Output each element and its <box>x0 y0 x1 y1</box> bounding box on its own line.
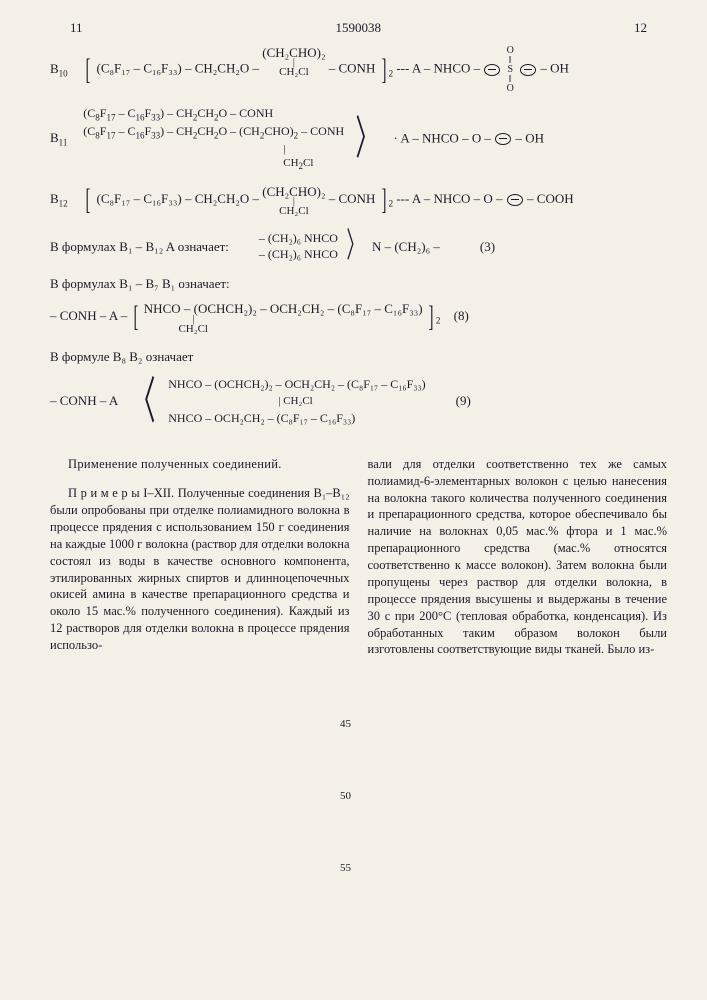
oh-2: OH <box>525 130 544 145</box>
phenyl-icon <box>484 64 500 76</box>
a-means-text: В формулах B₁ – B₁₂ A означает: <box>50 239 229 255</box>
cooh: COOH <box>537 191 574 206</box>
line-num-50: 50 <box>340 790 351 802</box>
eq-num-9: (9) <box>456 390 471 412</box>
body-columns: Применение полученных соединений. П р и … <box>50 443 667 671</box>
formula-b12: B12 [ (C₈F₁₇ – C₁₆F₃₃) – CH₂CH₂O – (CH₂C… <box>50 185 667 217</box>
conh: CONH <box>339 61 376 76</box>
oh: OH <box>550 61 569 76</box>
doc-number: 1590038 <box>336 20 382 36</box>
page-num-right: 12 <box>634 20 647 36</box>
patent-page: 11 1590038 12 B10 [ (C₈F₁₇ – C₁₆F₃₃) – C… <box>0 0 707 1000</box>
epoxy-branch-2: (CH₂CHO)₂ | CH₂Cl <box>262 185 325 217</box>
formula-eq8: – CONH – A – [ NHCO – (OCHCH₂)₂ – OCH₂CH… <box>50 302 667 334</box>
page-header: 11 1590038 12 <box>50 20 667 36</box>
epoxy-branch: (CH₂CHO)₂ | CH₂Cl <box>262 46 325 78</box>
perfluoro-3: (C₈F₁₇ – C₁₆F₃₃) <box>97 191 182 206</box>
phenyl-icon <box>507 194 523 206</box>
b10-label: B10 <box>50 58 80 82</box>
para-left: П р и м е р ы I–XII. Полученные соединен… <box>50 485 350 654</box>
formula-eq9: – CONH – A 〈 NHCO – (OCHCH₂)₂ – OCH₂CH₂ … <box>50 375 667 428</box>
ch2ch2o: CH₂CH₂O <box>195 61 250 76</box>
formula-b11: B11 (C8F17 – C16F33) – CH2CH2O – CONH (C… <box>50 106 667 173</box>
line-num-55: 55 <box>340 862 351 874</box>
line-num-45: 45 <box>340 718 351 730</box>
eq-num-3: (3) <box>480 239 495 255</box>
left-column: Применение полученных соединений. П р и … <box>50 443 350 671</box>
perfluoro-group: (C₈F₁₇ – C₁₆F₃₃) <box>97 61 182 76</box>
para-heading: Применение полученных соединений. <box>50 456 350 473</box>
a-definition-row: В формулах B₁ – B₁₂ A означает: – (CH₂)₆… <box>50 231 667 262</box>
b12-label: B12 <box>50 188 80 212</box>
a-nhco: A – NHCO <box>412 61 471 76</box>
phenyl-icon <box>520 64 536 76</box>
b1-means-text: В формулах B₁ – B₇ B₁ означает: <box>50 276 667 292</box>
phenyl-icon <box>495 133 511 145</box>
formula-b10: B10 [ (C₈F₁₇ – C₁₆F₃₃) – CH₂CH₂O – (CH₂C… <box>50 46 667 94</box>
b2-means-text: В формуле B₈ B₂ означает <box>50 349 667 365</box>
right-column: вали для отделки соответственно тех же с… <box>368 443 668 671</box>
page-num-left: 11 <box>70 20 83 36</box>
eq-num-8: (8) <box>454 305 469 327</box>
a-nhco-2: A – NHCO <box>400 130 459 145</box>
b11-label: B11 <box>50 127 80 151</box>
para-right: вали для отделки соответственно тех же с… <box>368 456 668 659</box>
so2-group: O‖S‖O <box>507 46 514 94</box>
